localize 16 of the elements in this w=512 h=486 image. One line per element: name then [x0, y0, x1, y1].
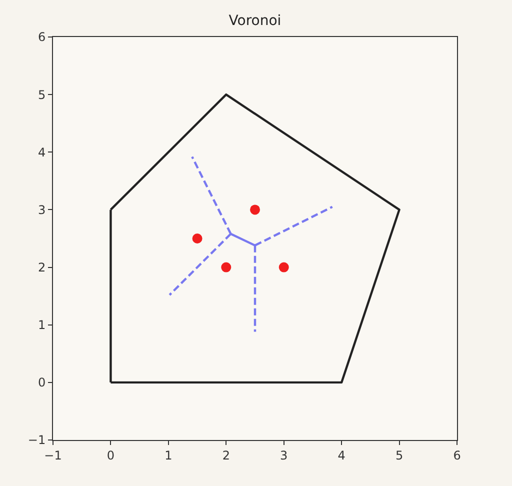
chart-title: Voronoi [228, 12, 282, 29]
y-tick-label: 2 [38, 260, 46, 274]
x-tick-label: 1 [164, 448, 172, 462]
x-tick-label: 6 [453, 448, 461, 462]
x-tick-label: 5 [395, 448, 404, 462]
y-tick-label: 1 [38, 318, 46, 332]
x-tick-label: 3 [280, 448, 288, 462]
y-tick-label: 6 [38, 30, 46, 44]
y-tick-label: 3 [38, 202, 46, 217]
y-tick-label: −1 [28, 433, 46, 448]
x-tick-label: 4 [338, 448, 346, 462]
x-tick-label: 0 [106, 448, 115, 462]
x-tick-label: 2 [222, 448, 230, 462]
y-tick-label: 0 [38, 376, 46, 390]
y-tick-label: 5 [38, 88, 46, 102]
y-tick-label: 4 [38, 145, 46, 160]
